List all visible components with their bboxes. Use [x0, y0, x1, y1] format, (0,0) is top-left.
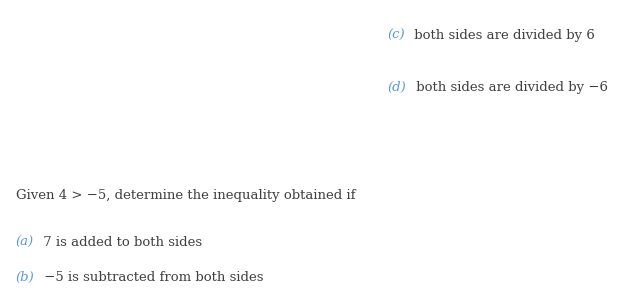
Text: both sides are divided by 6: both sides are divided by 6	[411, 29, 595, 41]
Text: 7 is added to both sides: 7 is added to both sides	[39, 236, 202, 249]
Text: (d): (d)	[388, 81, 406, 94]
Text: both sides are divided by −6: both sides are divided by −6	[412, 81, 608, 94]
Text: −5 is subtracted from both sides: −5 is subtracted from both sides	[40, 271, 263, 284]
Text: (b): (b)	[16, 271, 34, 284]
Text: (a): (a)	[16, 236, 34, 249]
Text: (c): (c)	[388, 29, 405, 41]
Text: Given 4 > −5, determine the inequality obtained if: Given 4 > −5, determine the inequality o…	[16, 189, 355, 202]
